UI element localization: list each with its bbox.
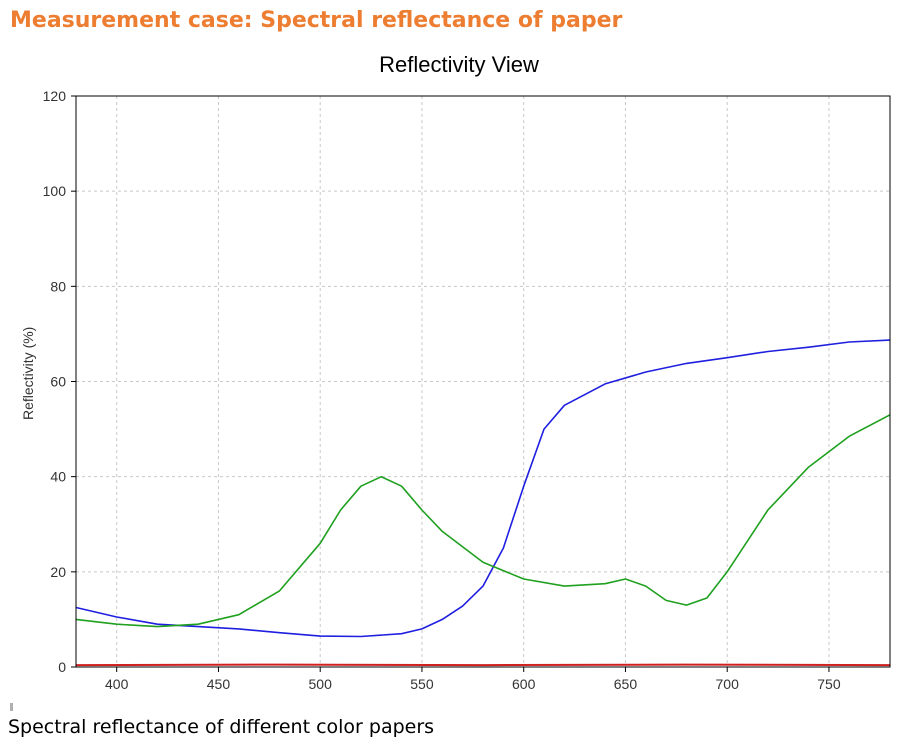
chart-title: Reflectivity View xyxy=(379,52,539,77)
x-tick-label: 650 xyxy=(614,676,638,692)
y-tick-label: 0 xyxy=(58,659,66,675)
x-tick-label: 700 xyxy=(716,676,740,692)
x-tick-label: 500 xyxy=(309,676,333,692)
x-tick-label: 550 xyxy=(410,676,434,692)
y-tick-label: 20 xyxy=(50,564,66,580)
y-tick-label: 60 xyxy=(50,374,66,390)
x-tick-label: 600 xyxy=(512,676,536,692)
grid-layer xyxy=(76,96,890,667)
y-tick-label: 100 xyxy=(43,183,67,199)
small-marker xyxy=(10,703,13,711)
page-heading: Measurement case: Spectral reflectance o… xyxy=(10,8,623,33)
figure-caption: Spectral reflectance of different color … xyxy=(8,716,435,738)
series-line-2 xyxy=(75,663,891,667)
x-tick-label: 450 xyxy=(207,676,231,692)
y-tick-label: 120 xyxy=(43,88,67,104)
series-line-0 xyxy=(75,339,891,638)
x-tick-label: 400 xyxy=(105,676,129,692)
y-tick-label: 40 xyxy=(50,469,66,485)
y-tick-label: 80 xyxy=(50,278,66,294)
x-tick-label: 750 xyxy=(817,676,841,692)
reflectivity-chart: 400 450 500 550 600 650 700 750 0 20 40 60 80 100 120 xyxy=(43,88,891,692)
tick-layer: 400 450 500 550 600 650 700 750 0 20 40 60 80 100 120 xyxy=(43,88,841,692)
series-layer xyxy=(75,339,891,667)
series-line-1 xyxy=(75,414,891,628)
